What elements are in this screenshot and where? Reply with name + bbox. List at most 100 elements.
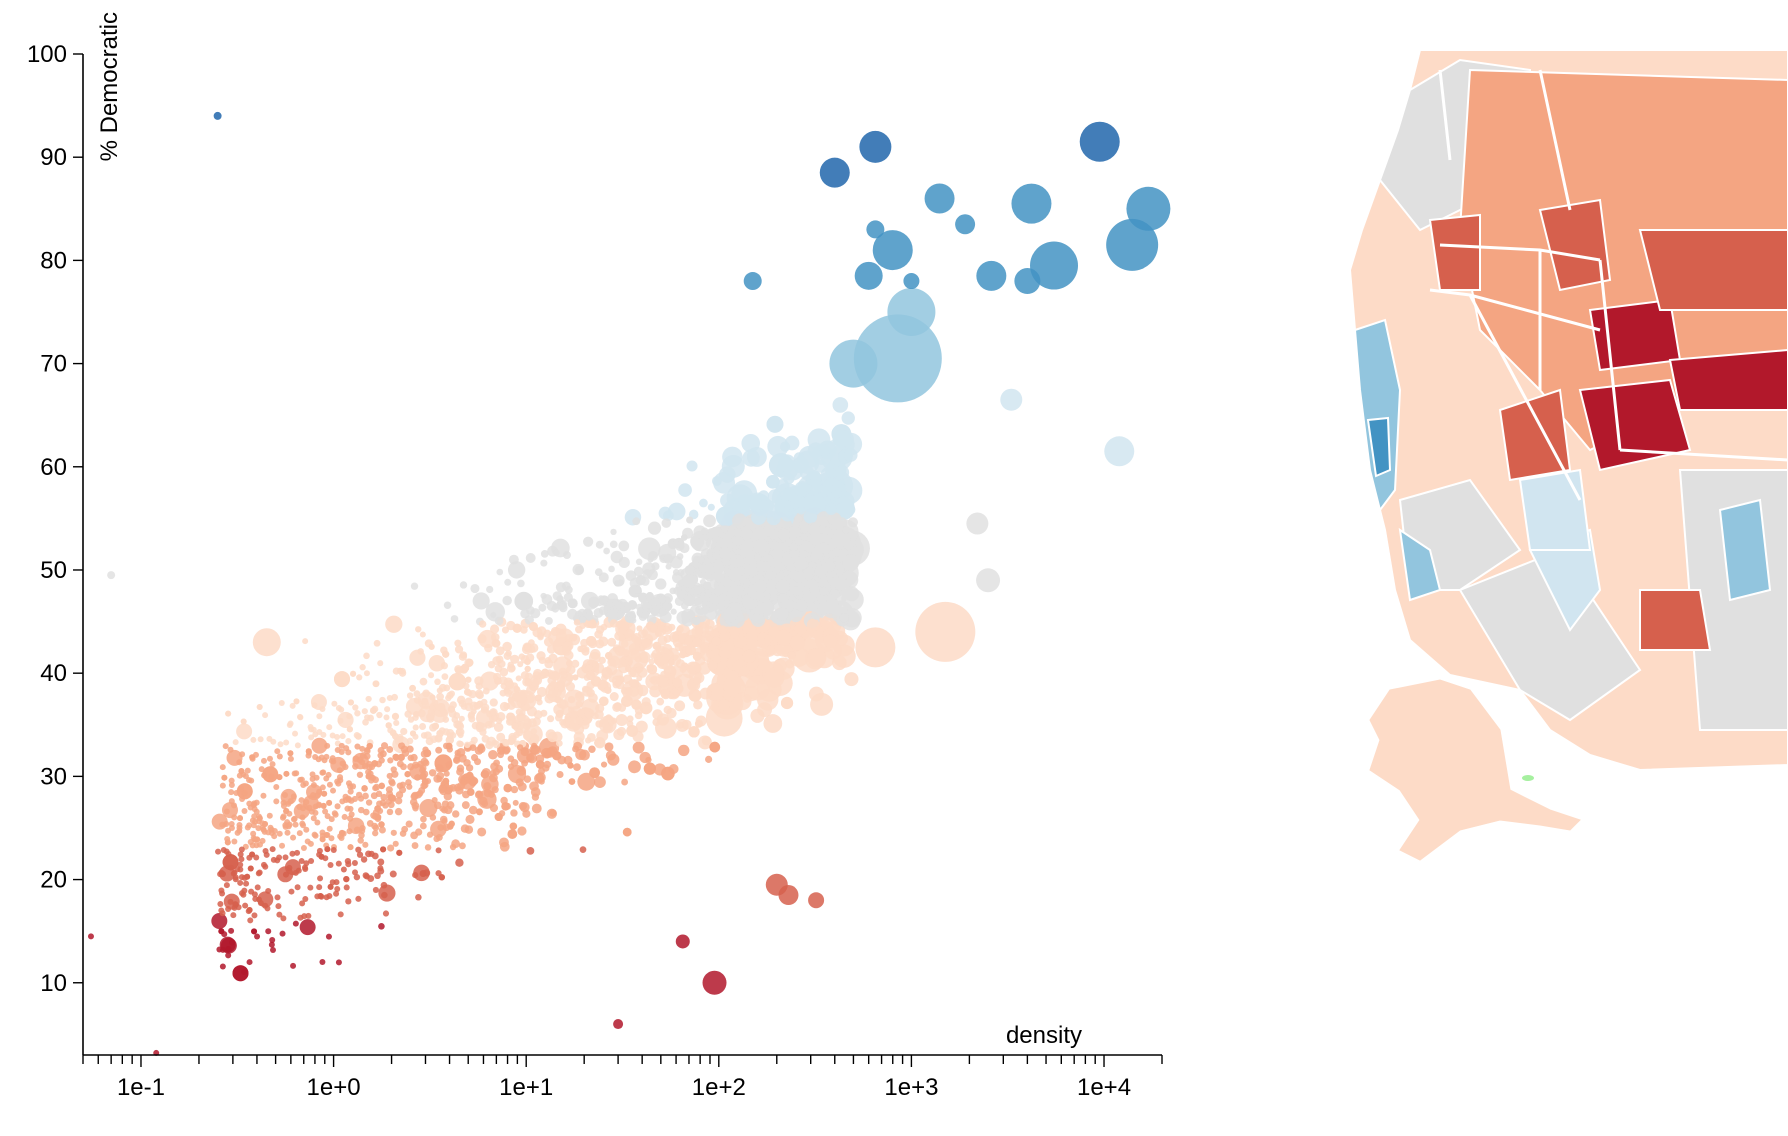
county-point (674, 642, 684, 652)
county-point (643, 762, 657, 775)
county-point (609, 692, 619, 702)
county-point (478, 620, 487, 628)
county-point (500, 682, 507, 690)
county-point (671, 633, 679, 641)
county-point (546, 644, 556, 654)
county-point (688, 509, 699, 520)
county-point (843, 539, 854, 550)
county-point (338, 834, 345, 841)
county-point (811, 479, 822, 490)
county-point (273, 798, 280, 805)
county-point (635, 666, 643, 673)
county-point (694, 596, 705, 608)
county-point (626, 715, 634, 723)
county-point (847, 517, 858, 528)
county-point (507, 763, 515, 770)
county-point (359, 745, 366, 752)
county-point (354, 710, 361, 717)
county-point (232, 876, 239, 883)
county-point (640, 577, 650, 586)
county-point (591, 712, 599, 720)
county-point (502, 746, 510, 755)
county-point (310, 782, 317, 789)
county-point (635, 558, 643, 566)
county-point (480, 770, 489, 779)
county-point (494, 664, 503, 673)
county-point (428, 672, 435, 679)
county-point (633, 636, 642, 645)
county-point (374, 872, 381, 880)
county-point (223, 848, 230, 855)
county-point (488, 791, 495, 798)
county-point (305, 752, 312, 759)
county-point (732, 513, 747, 529)
county-point (293, 698, 300, 705)
county-point (257, 736, 264, 743)
county-point (547, 731, 558, 743)
county-point (393, 753, 400, 760)
county-point (723, 607, 737, 621)
county-point (362, 841, 369, 848)
x-tick-label: 1e+2 (692, 1074, 746, 1101)
county-point (647, 556, 654, 563)
county-point (701, 736, 712, 746)
county-point (496, 732, 506, 742)
county-point (381, 742, 389, 750)
county-point (793, 556, 809, 571)
county-point (299, 814, 306, 821)
county-point (495, 655, 504, 664)
county-point (443, 601, 452, 610)
county-point (693, 700, 703, 710)
county-point (362, 808, 370, 816)
county-point (628, 610, 636, 618)
county-point (262, 848, 269, 855)
county-point (454, 639, 462, 647)
map-region-utah-darkred-south (1578, 378, 1692, 472)
county-point (393, 719, 400, 727)
county-point (718, 625, 728, 635)
county-point (405, 820, 413, 828)
county-point (251, 813, 258, 820)
county-point (510, 785, 519, 794)
county-point (370, 707, 377, 714)
county-point (266, 755, 273, 762)
county-point (412, 804, 419, 812)
county-point (459, 581, 468, 589)
county-point (686, 516, 694, 524)
county-point (225, 952, 232, 959)
county-point (309, 771, 316, 778)
county-point (544, 693, 555, 704)
county-point (502, 595, 512, 606)
county-point (483, 782, 492, 791)
county-point (780, 441, 791, 452)
county-point (523, 722, 531, 731)
county-point (431, 796, 438, 804)
county-point (296, 804, 303, 811)
county-point (379, 696, 386, 704)
county-point (844, 504, 856, 516)
county-point (491, 739, 498, 746)
county-point (435, 746, 443, 754)
county-point (362, 792, 369, 800)
county-point (693, 676, 702, 685)
county-point (319, 836, 326, 843)
county-point (453, 783, 462, 792)
county-point (474, 758, 482, 766)
county-point (310, 815, 317, 822)
county-point (455, 722, 465, 731)
county-point (816, 511, 832, 527)
county-point (335, 959, 342, 966)
county-point (322, 808, 329, 815)
county-point (378, 821, 385, 828)
county-point (707, 503, 715, 511)
county-point (324, 742, 331, 749)
county-point (578, 616, 587, 624)
county-point (345, 780, 353, 787)
county-point (354, 743, 361, 750)
county-point (412, 724, 419, 731)
map-region-coast-darkblue (1366, 416, 1392, 478)
county-point (718, 699, 730, 711)
county-point (583, 674, 591, 681)
county-point (1126, 186, 1171, 231)
county-point (422, 759, 430, 767)
